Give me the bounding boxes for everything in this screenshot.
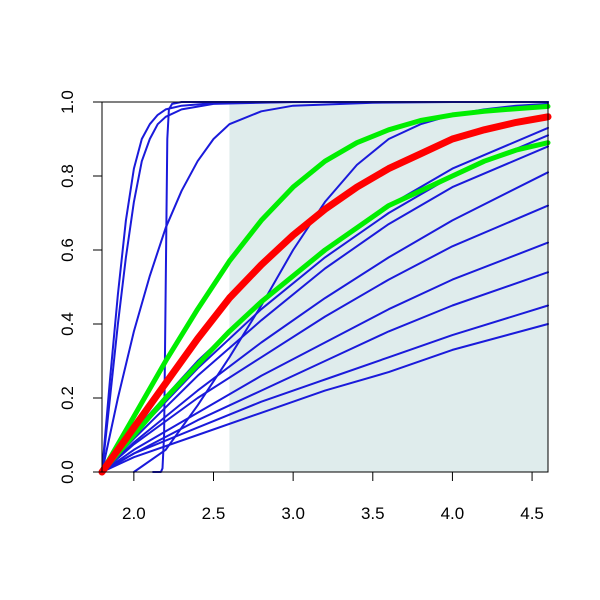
x-axis: 2.0 2.5 3.0 3.5 4.0 4.5 <box>122 472 544 523</box>
x-tick-label: 3.0 <box>281 504 305 523</box>
x-tick-label: 4.5 <box>520 504 544 523</box>
y-tick-label: 0.6 <box>58 238 77 262</box>
y-tick-label: 0.0 <box>58 460 77 484</box>
y-tick-label: 0.8 <box>58 164 77 188</box>
x-tick-label: 2.0 <box>122 504 146 523</box>
y-axis: 0.0 0.2 0.4 0.6 0.8 1.0 <box>58 90 102 484</box>
x-tick-label: 3.5 <box>361 504 385 523</box>
y-tick-label: 0.4 <box>58 312 77 336</box>
y-tick-label: 1.0 <box>58 90 77 114</box>
x-tick-label: 4.0 <box>441 504 465 523</box>
x-tick-label: 2.5 <box>202 504 226 523</box>
y-tick-label: 0.2 <box>58 386 77 410</box>
